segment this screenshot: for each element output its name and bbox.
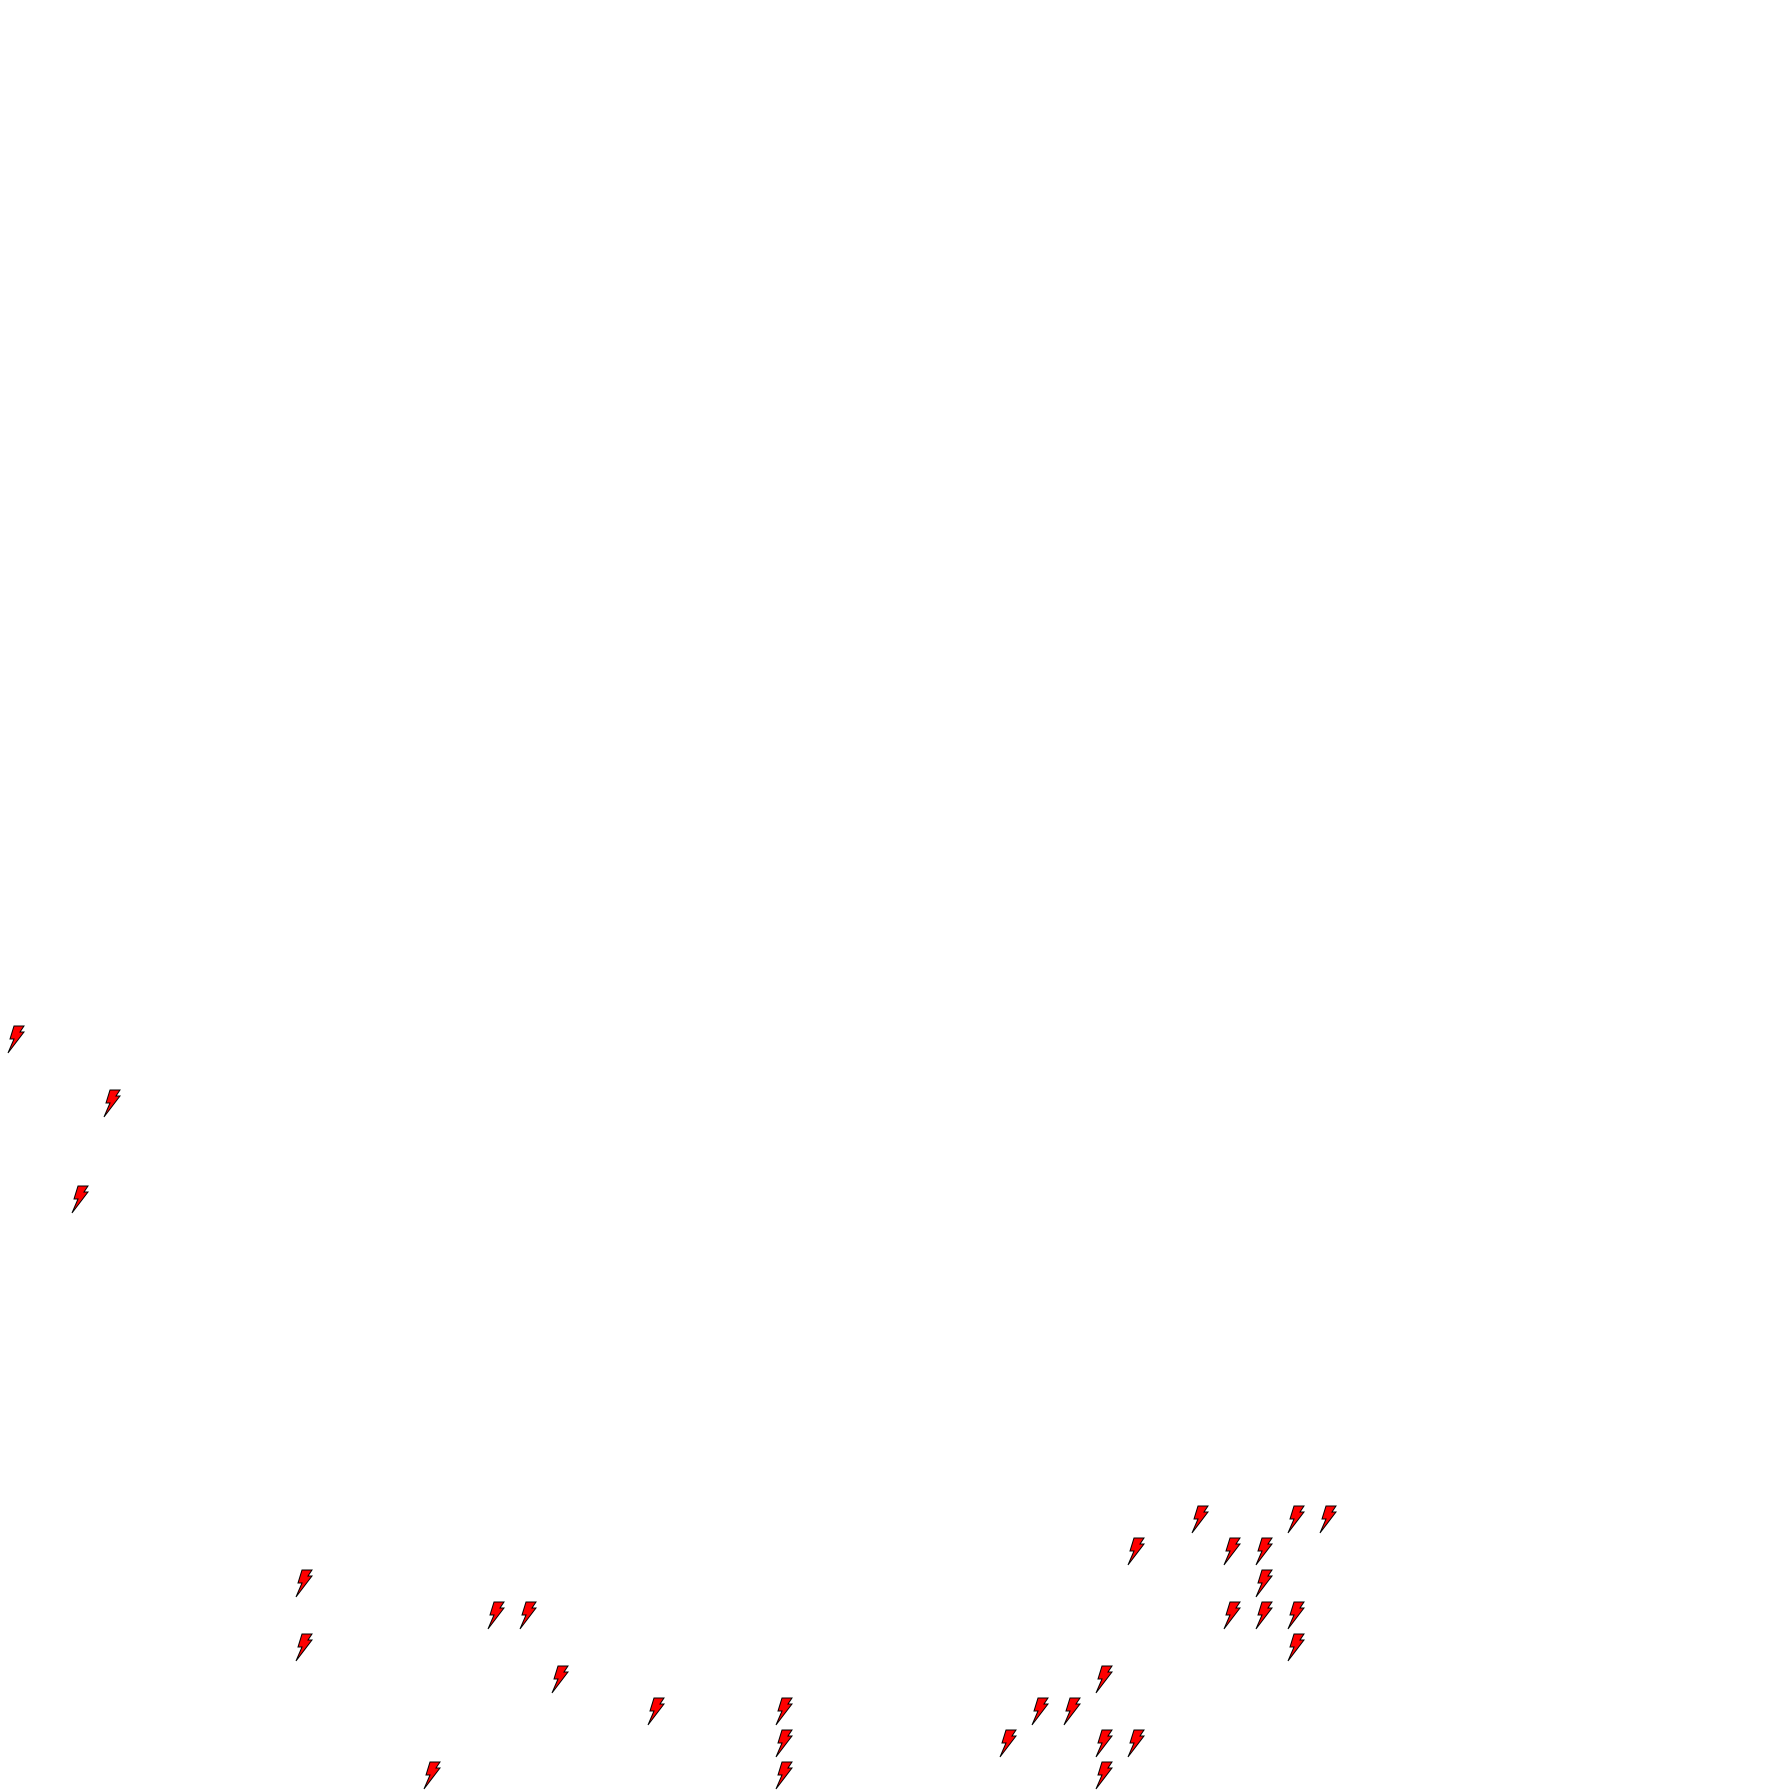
- lightning-bolt-icon[interactable]: [1287, 1601, 1305, 1631]
- lightning-bolt-icon[interactable]: [295, 1569, 313, 1599]
- lightning-bolt-icon[interactable]: [1095, 1729, 1113, 1759]
- lightning-bolt-icon[interactable]: [423, 1761, 441, 1791]
- lightning-bolt-icon[interactable]: [519, 1601, 537, 1631]
- lightning-bolt-icon[interactable]: [775, 1729, 793, 1759]
- lightning-bolt-icon[interactable]: [1287, 1633, 1305, 1663]
- lightning-bolt-icon[interactable]: [1063, 1697, 1081, 1727]
- lightning-bolt-icon[interactable]: [1031, 1697, 1049, 1727]
- lightning-bolt-icon[interactable]: [775, 1761, 793, 1791]
- lightning-bolt-icon[interactable]: [647, 1697, 665, 1727]
- lightning-bolt-icon[interactable]: [1319, 1505, 1337, 1535]
- lightning-bolt-icon[interactable]: [295, 1633, 313, 1663]
- lightning-bolt-icon[interactable]: [1095, 1665, 1113, 1695]
- lightning-bolt-icon[interactable]: [551, 1665, 569, 1695]
- lightning-bolt-icon[interactable]: [1223, 1537, 1241, 1567]
- lightning-bolt-icon[interactable]: [1255, 1569, 1273, 1599]
- lightning-bolt-icon[interactable]: [1127, 1729, 1145, 1759]
- lightning-bolt-icon[interactable]: [1255, 1601, 1273, 1631]
- lightning-bolt-icon[interactable]: [1191, 1505, 1209, 1535]
- lightning-bolt-icon[interactable]: [1287, 1505, 1305, 1535]
- lightning-bolt-icon[interactable]: [103, 1089, 121, 1119]
- lightning-bolt-icon[interactable]: [1127, 1537, 1145, 1567]
- lightning-bolt-icon[interactable]: [1095, 1761, 1113, 1791]
- lightning-bolt-icon[interactable]: [7, 1025, 25, 1055]
- lightning-bolt-icon[interactable]: [487, 1601, 505, 1631]
- lightning-bolt-icon[interactable]: [999, 1729, 1017, 1759]
- lightning-bolt-icon[interactable]: [1223, 1601, 1241, 1631]
- lightning-bolt-icon[interactable]: [775, 1697, 793, 1727]
- lightning-bolt-icon[interactable]: [1255, 1537, 1273, 1567]
- lightning-bolt-icon[interactable]: [71, 1185, 89, 1215]
